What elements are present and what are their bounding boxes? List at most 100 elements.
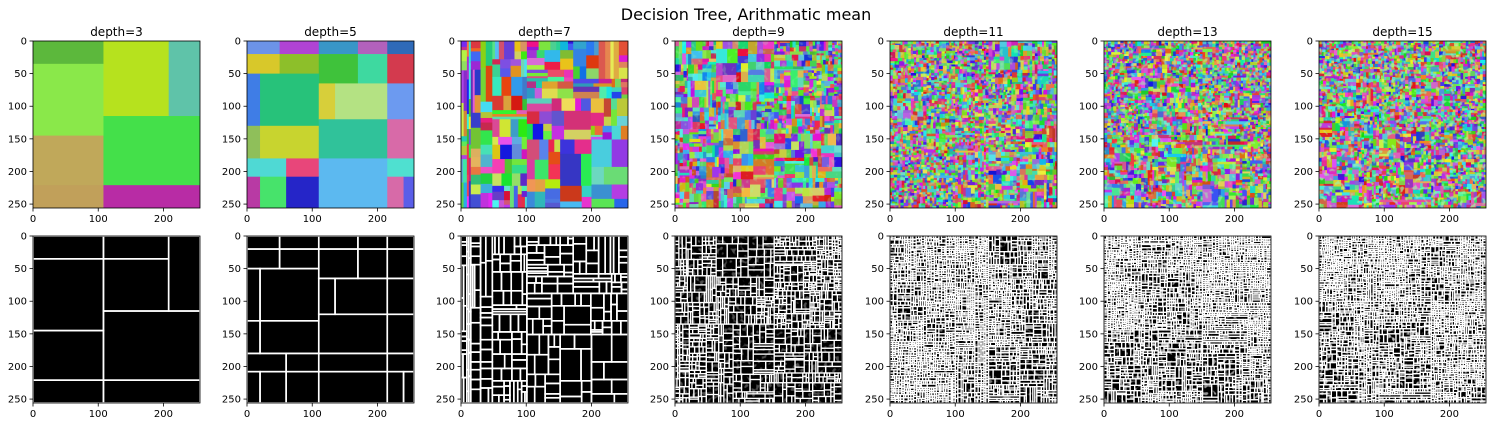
segment: [466, 114, 470, 130]
segment: [510, 119, 519, 138]
segment: [614, 78, 622, 88]
segment: [610, 41, 615, 80]
segment: [513, 185, 519, 208]
segment: [286, 158, 320, 178]
y-tick-label: 100: [436, 297, 455, 308]
segment: [620, 78, 628, 83]
segment: [526, 76, 549, 79]
segment: [550, 41, 557, 51]
segment: [247, 158, 287, 178]
segment: [260, 125, 320, 159]
segment: [573, 86, 600, 93]
segment: [611, 109, 618, 127]
segment: [548, 139, 555, 153]
segment: [461, 70, 465, 104]
segment: [470, 61, 481, 71]
segment: [387, 176, 404, 208]
y-tick-label: 100: [8, 102, 27, 113]
segment: [260, 176, 287, 208]
segment: [468, 63, 472, 100]
segment: [548, 151, 561, 165]
x-tick-label: 100: [731, 214, 750, 225]
y-tick-label: 100: [222, 102, 241, 113]
segment: [492, 185, 505, 193]
segment: [543, 131, 553, 140]
segment: [598, 41, 606, 80]
segment: [556, 41, 561, 51]
segment: [103, 41, 170, 65]
segment: [470, 112, 481, 129]
segment: [498, 200, 505, 208]
segment: [480, 154, 493, 168]
x-tick-label: 0: [458, 409, 464, 420]
y-tick-label: 0: [449, 232, 455, 243]
x-tick-label: 0: [672, 214, 678, 225]
segment: [492, 159, 506, 174]
segment: [605, 41, 611, 80]
segment: [461, 159, 464, 183]
segment: [279, 54, 320, 75]
segment: [526, 103, 553, 112]
segment: [616, 98, 628, 117]
segment: [522, 99, 528, 111]
segment: [526, 72, 549, 77]
segment: [387, 54, 414, 84]
segment: [611, 125, 622, 140]
y-tick-label: 150: [8, 134, 27, 145]
segment: [521, 59, 525, 78]
segment: [387, 119, 414, 159]
segment: [545, 188, 561, 200]
segment: [470, 157, 481, 168]
segment: [611, 139, 628, 168]
segment: [504, 191, 511, 201]
segment: [521, 196, 526, 208]
segment: [573, 78, 600, 84]
segment: [387, 41, 414, 55]
segment: [526, 69, 549, 74]
segment: [468, 99, 472, 118]
x-tick-label: 200: [582, 409, 601, 420]
segment: [504, 159, 513, 174]
y-tick-label: 200: [436, 362, 455, 373]
segment: [492, 59, 501, 65]
segment: [403, 176, 414, 208]
segment: [593, 83, 613, 88]
segment: [103, 116, 200, 186]
segment: [618, 61, 628, 69]
segment: [463, 70, 468, 112]
x-tick-label: 200: [368, 409, 387, 420]
segment: [526, 65, 545, 71]
segment: [492, 136, 499, 146]
segment: [357, 41, 388, 55]
segment: [480, 144, 493, 155]
segment: [526, 46, 540, 51]
segment: [611, 87, 622, 93]
segment: [620, 82, 628, 88]
segment: [560, 153, 582, 187]
segment: [620, 125, 628, 140]
segment: [247, 73, 261, 127]
segment: [247, 41, 281, 55]
segment: [387, 83, 414, 120]
segment: [521, 185, 528, 192]
segment: [461, 141, 468, 147]
segment: [470, 166, 481, 176]
segment: [560, 41, 569, 51]
y-tick-label: 0: [449, 37, 455, 48]
segment: [543, 123, 553, 132]
segment: [470, 51, 481, 62]
segment: [548, 164, 561, 180]
segment: [492, 64, 501, 78]
x-tick-label: 200: [796, 214, 815, 225]
segment: [526, 159, 536, 180]
segment: [611, 98, 618, 110]
segment: [504, 185, 511, 192]
y-tick-label: 50: [228, 264, 241, 275]
segment: [520, 41, 528, 52]
segment: [492, 76, 502, 97]
segment: [499, 119, 511, 138]
segment: [603, 166, 628, 185]
segment: [494, 41, 500, 60]
x-tick-label: 200: [154, 214, 173, 225]
